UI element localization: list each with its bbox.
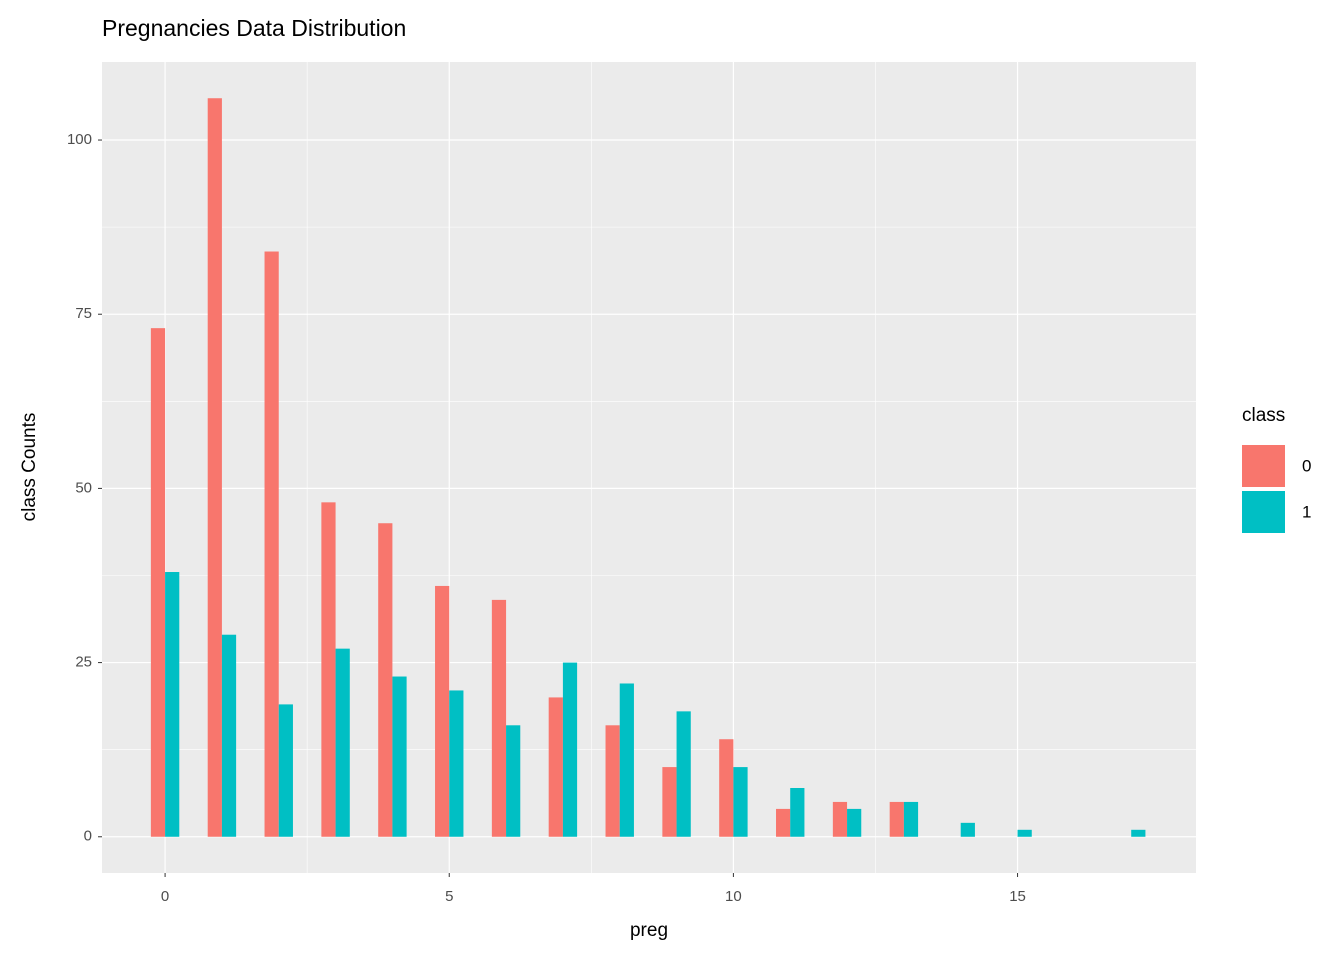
bar xyxy=(847,808,862,837)
bar xyxy=(662,767,677,837)
bar xyxy=(207,98,222,837)
bar xyxy=(150,328,166,837)
bar xyxy=(278,704,293,837)
bar xyxy=(960,822,975,837)
y-tick-label: 25 xyxy=(75,654,92,671)
bar xyxy=(776,808,791,837)
bar xyxy=(221,634,237,837)
y-tick-label: 100 xyxy=(67,131,92,148)
legend-key xyxy=(1242,491,1285,533)
x-axis-title: preg xyxy=(630,920,668,941)
y-tick-label: 75 xyxy=(75,305,92,322)
bar xyxy=(392,676,407,837)
bar xyxy=(435,585,450,837)
bar xyxy=(832,801,848,837)
bar xyxy=(264,251,279,837)
bar xyxy=(562,662,578,837)
legend-label: 0 xyxy=(1302,456,1311,475)
bar xyxy=(903,801,919,837)
bar xyxy=(335,648,350,837)
bar xyxy=(1131,829,1146,837)
bar xyxy=(619,683,634,837)
bar xyxy=(719,739,734,837)
chart-title: Pregnancies Data Distribution xyxy=(102,15,406,41)
bar xyxy=(378,523,393,837)
bar xyxy=(321,502,336,837)
bar xyxy=(548,697,563,837)
bar xyxy=(889,801,904,837)
bar xyxy=(1017,829,1032,837)
bar xyxy=(506,725,521,837)
bar xyxy=(676,711,691,837)
y-tick-label: 50 xyxy=(75,479,92,496)
x-tick-label: 15 xyxy=(1009,888,1026,905)
bar xyxy=(733,767,748,837)
x-tick-label: 5 xyxy=(445,888,453,905)
x-tick-label: 0 xyxy=(161,888,169,905)
x-tick-label: 10 xyxy=(725,888,742,905)
y-axis-title: class Counts xyxy=(19,413,40,522)
bar xyxy=(605,725,620,837)
y-tick-label: 0 xyxy=(84,828,92,845)
legend-key xyxy=(1242,445,1285,487)
bar xyxy=(790,787,805,837)
bar xyxy=(491,599,507,837)
legend-label: 1 xyxy=(1302,502,1311,521)
bar xyxy=(449,690,464,837)
bar xyxy=(165,572,180,837)
legend-title: class xyxy=(1242,405,1285,426)
